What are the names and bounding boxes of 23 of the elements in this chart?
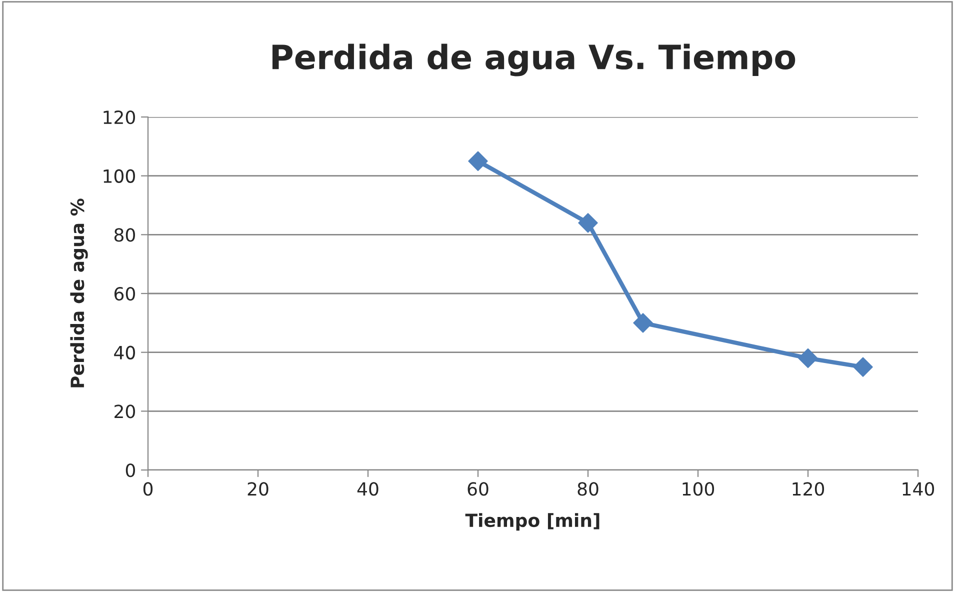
y-tick-label: 20 <box>114 404 135 418</box>
x-tick-label: 0 <box>143 482 153 496</box>
x-tick-label: 80 <box>578 482 598 496</box>
x-tick-label: 60 <box>468 482 488 496</box>
x-tick-label: 100 <box>682 482 714 496</box>
point <box>578 213 598 233</box>
point <box>853 357 873 377</box>
point <box>468 151 488 171</box>
y-tick-label: 100 <box>104 169 135 183</box>
x-tick-label: 140 <box>902 482 934 496</box>
y-axis-title: Perdida de agua % <box>70 198 88 388</box>
point <box>633 313 653 333</box>
point <box>798 348 818 368</box>
x-tick-label: 40 <box>357 482 378 496</box>
x-axis-title: Tiempo [min] <box>465 513 600 531</box>
x-tick-label: 120 <box>792 482 824 496</box>
y-tick-label: 40 <box>114 346 135 360</box>
y-tick-label: 120 <box>104 110 135 124</box>
y-tick-label: 80 <box>114 228 135 242</box>
x-tick-label: 20 <box>248 482 268 496</box>
y-tick-label: 60 <box>114 286 135 301</box>
y-tick-label: 0 <box>126 463 135 478</box>
chart-title: Perdida de agua Vs. Tiempo <box>272 44 796 76</box>
